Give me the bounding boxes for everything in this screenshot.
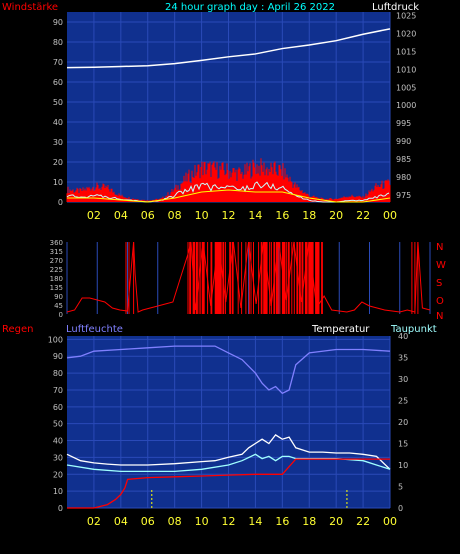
bot-y-tick-label: 20 bbox=[53, 470, 63, 479]
top-y2-tick-label: 1015 bbox=[396, 47, 416, 56]
wind-direction-series bbox=[66, 241, 431, 313]
top-y-tick-label: 40 bbox=[53, 118, 63, 127]
bot-y-tick-label: 40 bbox=[53, 437, 63, 446]
dir-label-w: W bbox=[436, 260, 446, 271]
top-x-tick-label: 22 bbox=[356, 209, 370, 222]
bot-y2-tick-label: 20 bbox=[398, 418, 408, 427]
bot-y-tick-label: 50 bbox=[53, 420, 63, 429]
top-y-tick-label: 0 bbox=[58, 198, 63, 207]
top-x-tick-label: 12 bbox=[222, 209, 236, 222]
wind-direction-swings bbox=[125, 242, 419, 314]
top-x-tick-label: 04 bbox=[114, 209, 128, 222]
bot-x-tick-label: 02 bbox=[87, 515, 101, 528]
dir-label-o: O bbox=[436, 296, 444, 307]
mid-y-tick-label: 315 bbox=[50, 248, 63, 256]
bot-y2-tick-label: 40 bbox=[398, 332, 408, 341]
bot-y2-tick-label: 25 bbox=[398, 397, 408, 406]
top-y2-tick-label: 975 bbox=[396, 191, 411, 200]
mid-y-tick-label: 135 bbox=[50, 284, 63, 292]
bot-y2-tick-label: 0 bbox=[398, 504, 403, 513]
bot-y2-tick-label: 5 bbox=[398, 483, 403, 492]
top-y-tick-label: 30 bbox=[53, 138, 63, 147]
mid-y-tick-label: 45 bbox=[54, 302, 63, 310]
bot-y2-tick-label: 35 bbox=[398, 354, 408, 363]
taupunkt-label: Taupunkt bbox=[390, 324, 437, 335]
wind-axis-label: Windstärke bbox=[2, 2, 58, 13]
bot-x-tick-label: 18 bbox=[302, 515, 316, 528]
top-y2-tick-label: 995 bbox=[396, 119, 411, 128]
rain-series bbox=[67, 458, 390, 509]
top-x-tick-label: 06 bbox=[141, 209, 155, 222]
bot-y-tick-label: 90 bbox=[53, 352, 63, 361]
bot-y-tick-label: 30 bbox=[53, 453, 63, 462]
humidity-series bbox=[66, 345, 391, 395]
bottom-plot: 0102030405060708090100051015202530354002… bbox=[48, 332, 408, 528]
top-y2-tick-label: 1000 bbox=[396, 101, 416, 110]
top-x-tick-label: 14 bbox=[248, 209, 262, 222]
bot-y-tick-label: 80 bbox=[53, 369, 63, 378]
bot-y-tick-label: 100 bbox=[48, 335, 63, 344]
bot-x-tick-label: 14 bbox=[248, 515, 262, 528]
mid-y-tick-label: 90 bbox=[54, 293, 63, 301]
top-y-tick-label: 70 bbox=[53, 58, 63, 67]
bot-x-tick-label: 06 bbox=[141, 515, 155, 528]
top-y-tick-label: 80 bbox=[53, 38, 63, 47]
top-y-tick-label: 10 bbox=[53, 178, 63, 187]
dir-label-s: S bbox=[436, 278, 442, 289]
top-y2-tick-label: 1025 bbox=[396, 12, 416, 21]
bot-x-tick-label: 10 bbox=[195, 515, 209, 528]
top-y-tick-label: 50 bbox=[53, 98, 63, 107]
pressure-series bbox=[66, 28, 391, 69]
dir-label-n1: N bbox=[436, 242, 443, 253]
top-x-tick-label: 18 bbox=[302, 209, 316, 222]
top-y2-tick-label: 990 bbox=[396, 137, 411, 146]
wind-mean-series bbox=[67, 189, 391, 203]
top-x-tick-label: 08 bbox=[168, 209, 182, 222]
bot-x-tick-label: 22 bbox=[356, 515, 370, 528]
chart-title: 24 hour graph day : April 26 2022 bbox=[165, 2, 335, 13]
top-x-tick-label: 10 bbox=[195, 209, 209, 222]
mid-y-tick-label: 360 bbox=[50, 239, 63, 247]
pressure-axis-label: Luftdruck bbox=[372, 2, 419, 13]
bot-x-tick-label: 08 bbox=[168, 515, 182, 528]
bot-x-tick-label: 20 bbox=[329, 515, 343, 528]
bot-y2-tick-label: 30 bbox=[398, 375, 408, 384]
bot-x-tick-label: 16 bbox=[275, 515, 289, 528]
temperature-series bbox=[66, 434, 391, 470]
top-plot: 0102030405060708090975980985990995100010… bbox=[53, 12, 417, 222]
dir-label-n2: N bbox=[436, 311, 443, 322]
top-y2-tick-label: 1005 bbox=[396, 83, 416, 92]
top-y2-tick-label: 985 bbox=[396, 155, 411, 164]
temperatur-label: Temperatur bbox=[311, 324, 370, 335]
bot-y-tick-label: 60 bbox=[53, 403, 63, 412]
bot-y-tick-label: 70 bbox=[53, 386, 63, 395]
top-y2-tick-label: 980 bbox=[396, 173, 411, 182]
top-x-tick-label: 20 bbox=[329, 209, 343, 222]
bot-y-tick-label: 10 bbox=[53, 487, 63, 496]
top-y2-tick-label: 1010 bbox=[396, 65, 416, 74]
top-x-tick-label: 16 bbox=[275, 209, 289, 222]
mid-y-tick-label: 0 bbox=[59, 311, 63, 319]
bot-x-tick-label: 12 bbox=[222, 515, 236, 528]
regen-label: Regen bbox=[2, 324, 34, 335]
top-y-tick-label: 90 bbox=[53, 18, 63, 27]
top-y-tick-label: 60 bbox=[53, 78, 63, 87]
top-y2-tick-label: 1020 bbox=[396, 30, 416, 39]
bot-x-tick-label: 00 bbox=[383, 515, 397, 528]
bot-y2-tick-label: 10 bbox=[398, 461, 408, 470]
luftfeuchte-label: Luftfeuchte bbox=[66, 324, 123, 335]
bot-y2-tick-label: 15 bbox=[398, 440, 408, 449]
bot-y-tick-label: 0 bbox=[58, 504, 63, 513]
top-x-tick-label: 02 bbox=[87, 209, 101, 222]
mid-y-tick-label: 180 bbox=[50, 275, 63, 283]
top-x-tick-label: 00 bbox=[383, 209, 397, 222]
top-y-tick-label: 20 bbox=[53, 158, 63, 167]
bot-x-tick-label: 04 bbox=[114, 515, 128, 528]
mid-y-tick-label: 270 bbox=[50, 257, 63, 265]
mid-y-tick-label: 225 bbox=[50, 266, 63, 274]
